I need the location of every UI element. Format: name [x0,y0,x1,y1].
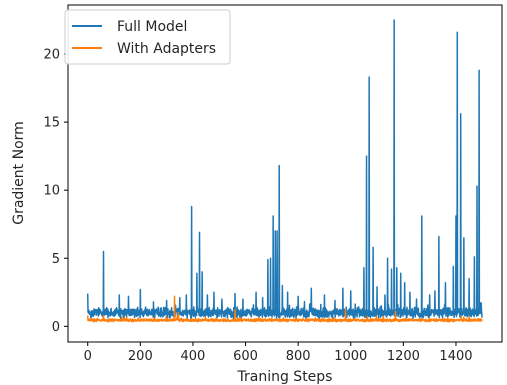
y-axis-ticks: 0 5 10 15 20 [43,48,68,335]
x-tick-label: 800 [286,349,311,364]
x-axis-ticks: 0 200 400 600 800 1000 1200 1400 [84,342,473,364]
legend-label-full-model: Full Model [117,19,187,35]
x-tick-label: 200 [128,349,153,364]
y-tick-label: 0 [52,320,60,335]
x-tick-label: 1000 [334,349,367,364]
y-tick-label: 20 [43,48,60,63]
x-tick-label: 1200 [387,349,420,364]
x-tick-label: 0 [84,349,92,364]
x-tick-label: 600 [233,349,258,364]
legend-box [64,9,231,65]
y-axis-label: Gradient Norm [11,121,27,225]
y-tick-label: 10 [43,184,60,199]
legend: Full Model With Adapters [64,9,231,65]
series-line-with-adapters [86,295,483,323]
plot-frame [67,4,503,343]
series-layer [86,19,483,323]
legend-label-with-adapters: With Adapters [117,41,216,57]
x-axis-label: Traning Steps [237,369,333,385]
series-line-full-model [86,19,483,320]
y-tick-label: 5 [52,252,60,267]
x-tick-label: 400 [181,349,206,364]
y-tick-label: 15 [43,116,60,131]
x-tick-label: 1400 [439,349,472,364]
